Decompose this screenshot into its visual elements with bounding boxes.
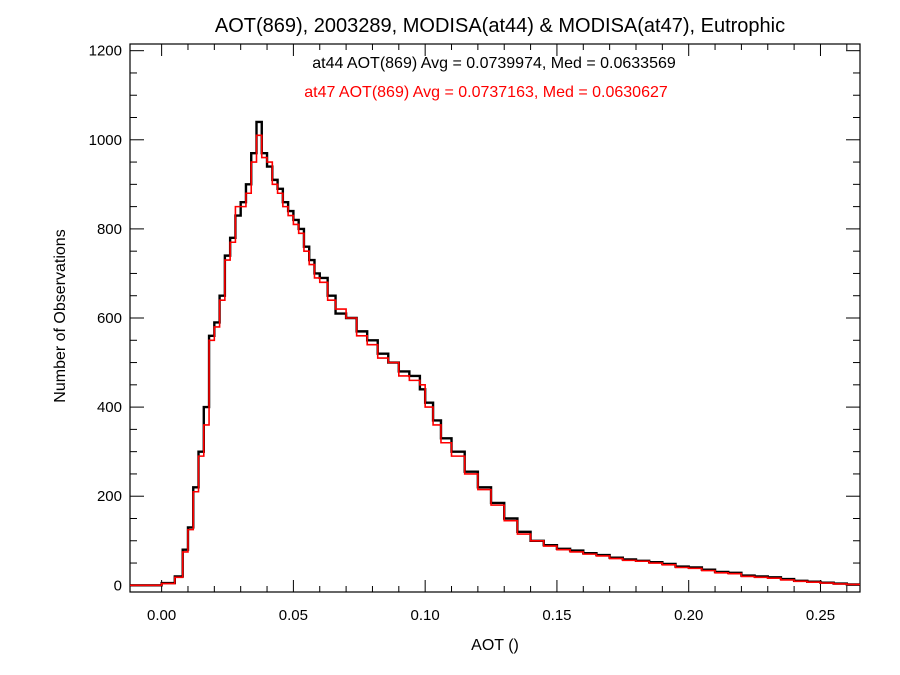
x-tick-label: 0.15 [542,607,571,624]
series-line-at44 [130,120,860,587]
y-tick-label: 0 [114,577,122,594]
y-axis-title: Number of Observations [52,229,69,402]
x-tick-label: 0.20 [674,607,703,624]
x-axis-title: AOT () [471,637,519,654]
x-tick-label: 0.10 [411,607,440,624]
chart-title: AOT(869), 2003289, MODISA(at44) & MODISA… [215,15,785,37]
y-axis: 0 200 400 600 800 1000 1200 [89,43,860,594]
y-tick-label: 200 [97,488,122,505]
x-axis: 0.00 0.05 0.10 0.15 0.20 0.25 [147,44,848,624]
series-line-at47 [130,134,860,587]
y-tick-label: 1200 [89,43,122,60]
plot-frame [129,43,861,593]
x-tick-label: 0.25 [806,607,835,624]
annotation-at47: at47 AOT(869) Avg = 0.0737163, Med = 0.0… [304,84,668,101]
x-tick-label: 0.05 [279,607,308,624]
y-tick-label: 400 [97,399,122,416]
annotation-at44: at44 AOT(869) Avg = 0.0739974, Med = 0.0… [312,55,676,72]
y-tick-label: 600 [97,310,122,327]
x-tick-label: 0.00 [147,607,176,624]
series-layer [130,120,860,587]
y-tick-label: 800 [97,221,122,238]
y-tick-label: 1000 [89,132,122,149]
